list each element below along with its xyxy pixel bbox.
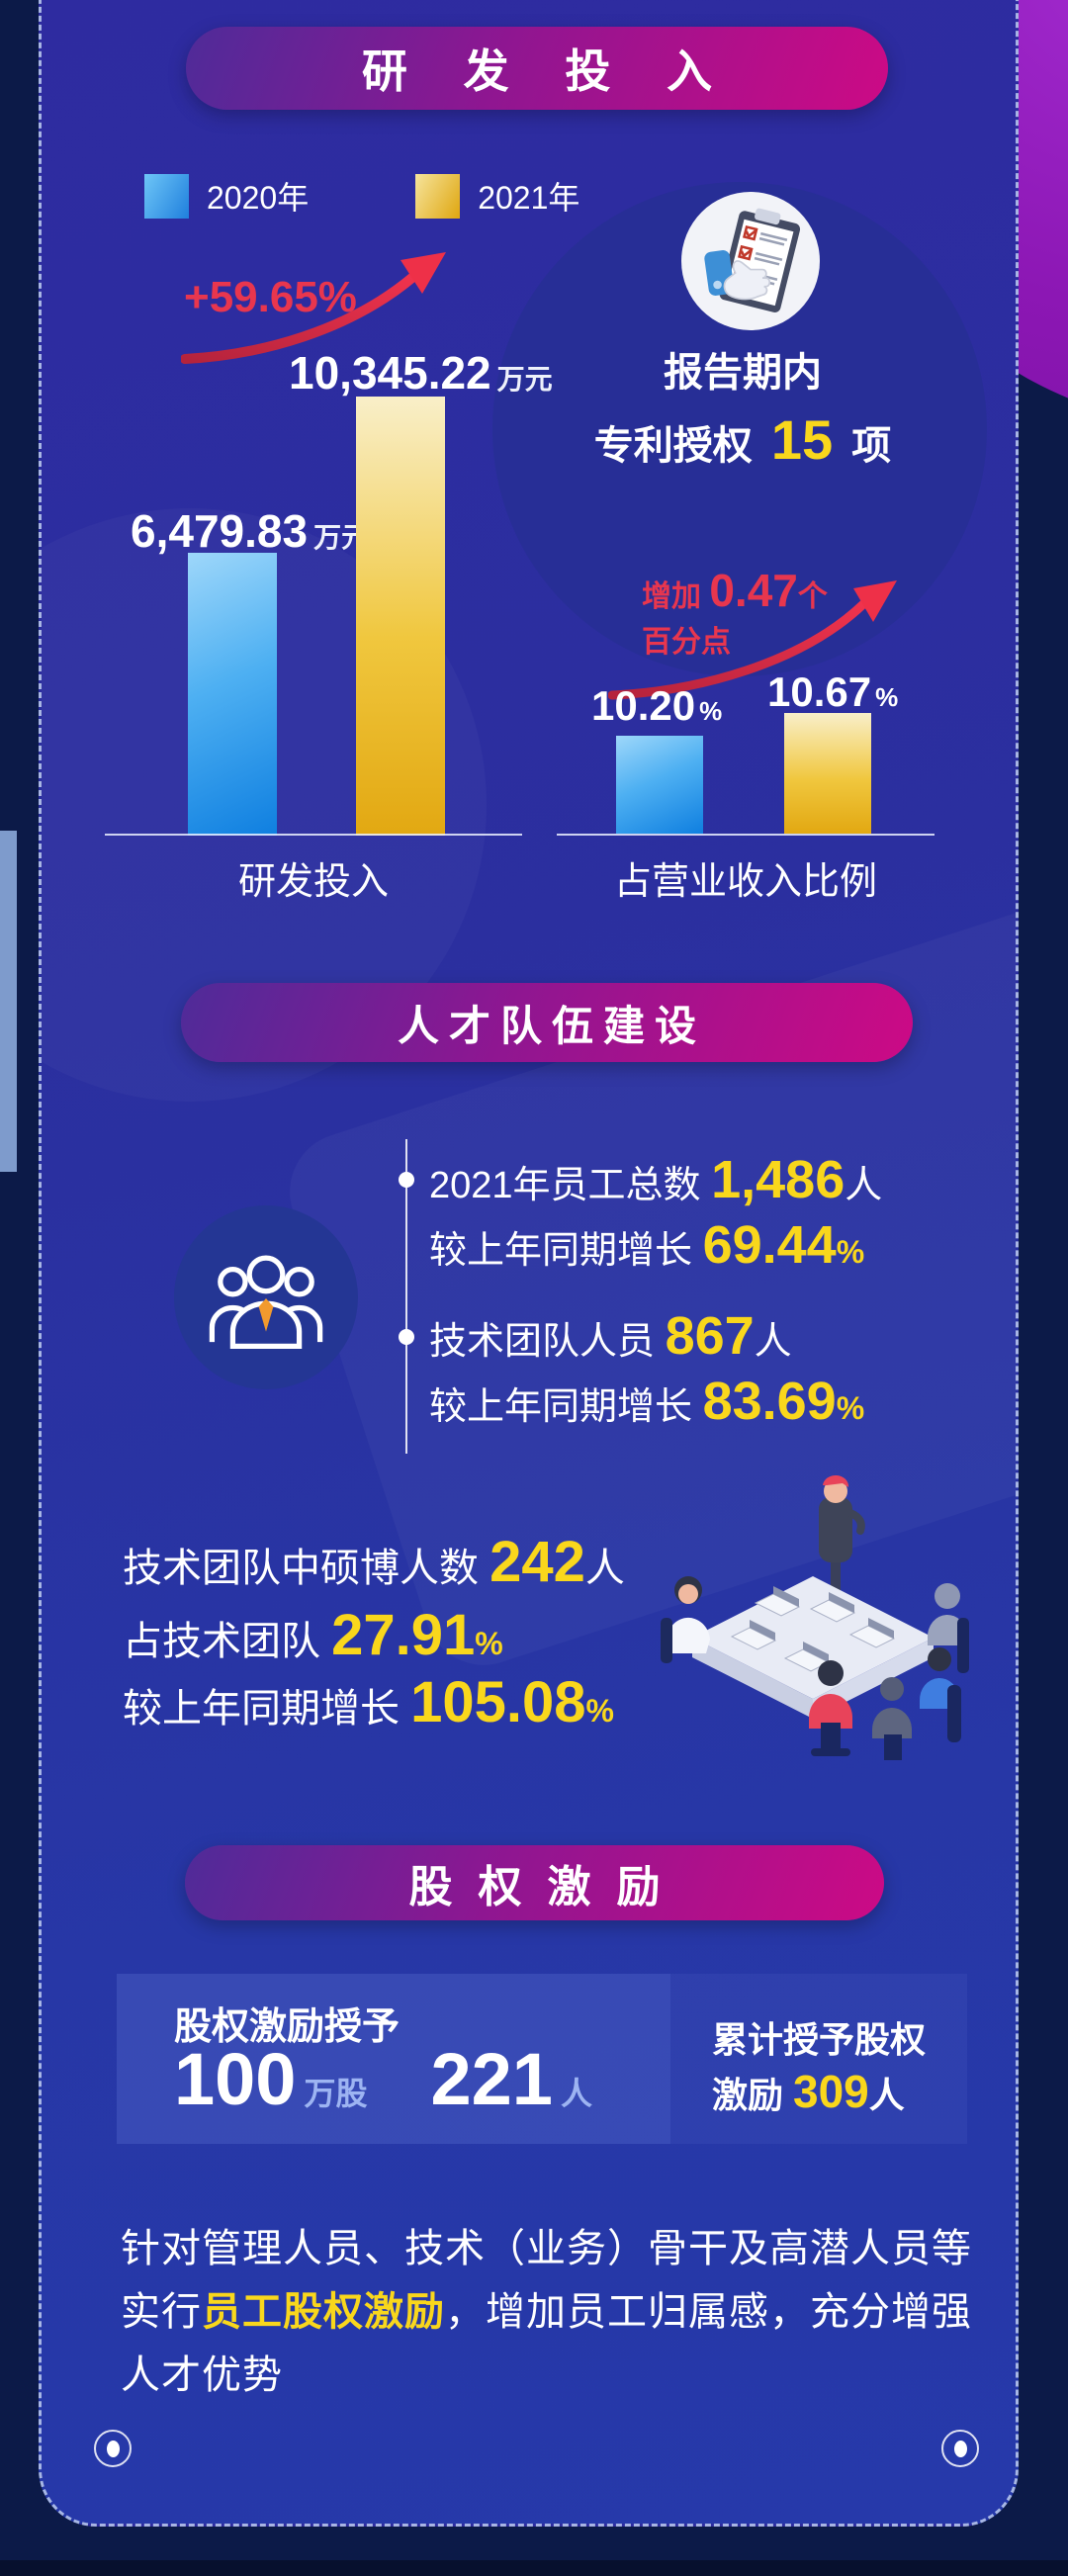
ratio-value-2021: 10.67%	[767, 668, 899, 715]
equity-description: 针对管理人员、技术（业务）骨干及高潜人员等实行员工股权激励，增加员工归属感，充分…	[121, 2227, 972, 2397]
corner-dot-left	[94, 2430, 132, 2467]
patent-checklist-icon	[704, 208, 801, 312]
talent-stat-tech-growth: 较上年同期增长 83.69%	[429, 1372, 865, 1431]
talent-stat-total-growth: 较上年同期增长 69.44%	[429, 1215, 865, 1275]
corner-dot-right	[941, 2430, 979, 2467]
equity-cumulative-value: 309	[793, 2066, 869, 2117]
section-title-talent-label: 人才队伍建设	[397, 1002, 706, 1049]
rd-bar-2020	[188, 553, 277, 836]
equity-description-highlight: 员工股权激励	[202, 2290, 445, 2334]
patent-count: 15	[770, 408, 834, 471]
talent-stat-tech: 技术团队人员 867 人	[429, 1306, 792, 1366]
equity-grant-panel: 股权激励授予 100 万股 221 人	[117, 1974, 670, 2144]
section-title-rd: 研 发 投 入	[186, 27, 888, 110]
equity-shares-unit: 万股	[304, 2076, 368, 2111]
rd-chart-label: 研发投入	[237, 861, 389, 903]
ratio-chart-baseline	[557, 834, 934, 836]
rd-value-2020: 6,479.83 万元	[131, 505, 370, 557]
rd-growth-value: +59.65%	[184, 273, 357, 321]
ratio-value-2020: 10.20%	[591, 682, 723, 729]
ratio-bar-2020	[616, 736, 703, 834]
section-title-rd-label: 研 发 投 入	[361, 45, 735, 97]
ratio-increase-value: 0.47	[709, 565, 798, 616]
rd-chart-baseline	[105, 834, 522, 836]
equity-cumulative-line1: 累计授予股权	[712, 2019, 927, 2060]
infographic-card: 研 发 投 入 2020年 2021年 +59.65% 10,345.22 万元 …	[39, 0, 1019, 2527]
equity-people-unit: 人	[560, 2076, 592, 2111]
team-people-icon	[209, 1255, 323, 1349]
rd-value-2021: 10,345.22 万元	[289, 347, 553, 399]
talent-stat-total: 2021年员工总数 1,486 人	[429, 1150, 883, 1209]
rd-bar-2021	[356, 397, 445, 836]
timeline-dot	[399, 1172, 414, 1188]
ratio-increase-note: 增加 0.47 个 百分点	[642, 565, 828, 659]
patent-line1: 报告期内	[664, 351, 822, 395]
equity-shares-value: 100	[174, 2038, 297, 2120]
patent-callout: 报告期内 专利授权 15 项	[545, 340, 940, 472]
ratio-bar-2021	[784, 713, 871, 834]
chart-legend: 2020年 2021年	[144, 173, 579, 219]
legend-swatch-2020	[144, 173, 189, 219]
tech-stat-share: 占技术团队 27.91%	[123, 1603, 503, 1667]
section-title-talent: 人才队伍建设	[181, 983, 913, 1062]
timeline-dot	[399, 1329, 414, 1345]
equity-cumulative-line2: 激励 309 人	[712, 2066, 905, 2117]
bottom-dark-strip	[0, 2560, 1068, 2576]
ratio-chart-label: 占营业收入比例	[613, 861, 877, 903]
patent-badge	[681, 192, 820, 330]
legend-label-2021: 2021年	[478, 180, 580, 216]
growth-arrow-icon	[608, 580, 897, 700]
equity-stats-panel: 股权激励授予 100 万股 221 人 累计授予股权 激励 309 人	[117, 1974, 967, 2144]
legend-label-2020: 2020年	[207, 180, 310, 216]
team-badge	[174, 1205, 358, 1389]
section-title-equity-label: 股权激励	[408, 1863, 686, 1911]
growth-arrow-icon	[181, 252, 446, 364]
equity-grant-label: 股权激励授予	[174, 2006, 400, 2048]
patent-line2: 专利授权 15 项	[593, 408, 892, 471]
tech-stat-growth: 较上年同期增长 105.08%	[123, 1670, 614, 1734]
legend-swatch-2021	[415, 173, 461, 219]
equity-people-value: 221	[430, 2038, 553, 2120]
section-title-equity: 股权激励	[185, 1845, 884, 1920]
meeting-illustration	[661, 1474, 969, 1760]
rd-value-2021-unit: 万元	[496, 364, 553, 395]
tech-stat-postgrad: 技术团队中硕博人数 242 人	[123, 1530, 625, 1594]
equity-cumulative-panel: 累计授予股权 激励 309 人	[670, 1974, 967, 2144]
equity-grant-values: 100 万股 221 人	[174, 2037, 592, 2121]
talent-timeline	[405, 1139, 407, 1454]
left-edge-accent-strip	[0, 831, 17, 1172]
